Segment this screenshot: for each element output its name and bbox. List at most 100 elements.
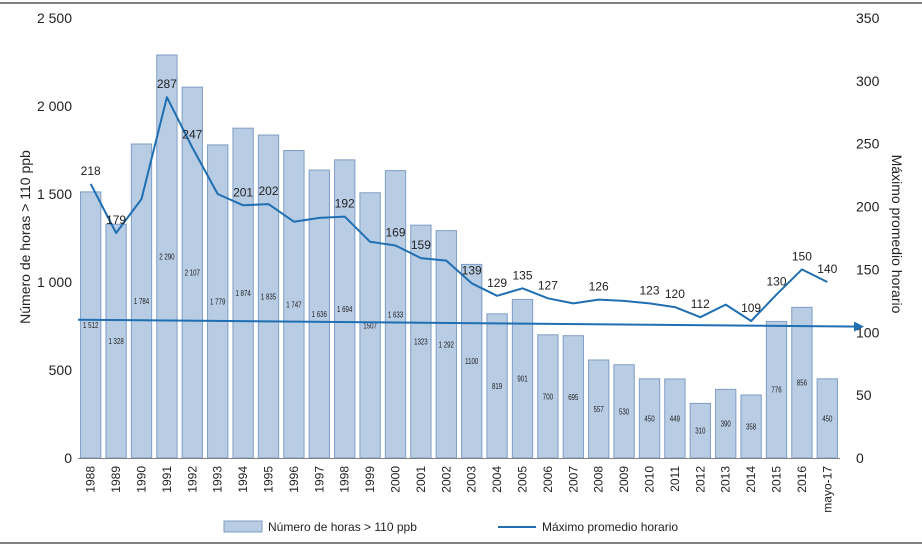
y2-tick-label: 50 [856, 387, 872, 403]
y2-tick-label: 250 [856, 136, 880, 152]
bar-value-label: 1 874 [235, 288, 250, 298]
trend-series [77, 318, 864, 332]
line-value-label: 247 [182, 127, 202, 141]
x-tick-label: 1996 [287, 466, 301, 493]
line-value-label: 120 [665, 287, 685, 301]
x-tick-label: 1993 [211, 466, 225, 493]
line-value-label: 140 [817, 262, 837, 276]
bar-value-label: 901 [517, 374, 527, 384]
bar-value-label: 450 [822, 413, 832, 423]
bar-value-label: 1507 [363, 320, 377, 330]
bar-value-labels: 1 512 1 328 1 784 2 290 2 107 1 779 1 874 1 835… [83, 251, 832, 436]
bar-value-label: 695 [568, 392, 578, 402]
x-axis-tick-labels: 1988 1989 1990 1991 1992 1993 1994 1995 1996 1997… [84, 466, 835, 513]
bar-value-label: 390 [721, 419, 731, 429]
y-tick-label: 0 [64, 450, 72, 466]
x-tick-label: 1999 [363, 466, 377, 493]
x-tick-label: 1988 [84, 466, 98, 493]
x-tick-label: 1997 [312, 466, 326, 493]
bar-value-label: 1 694 [337, 304, 352, 314]
y2-tick-label: 350 [856, 10, 880, 26]
bar-value-label: 776 [771, 385, 781, 395]
x-tick-label: 2012 [693, 466, 707, 493]
x-tick-label: 2001 [414, 466, 428, 493]
line-value-label: 159 [411, 238, 431, 252]
x-tick-label: 1998 [338, 466, 352, 493]
x-tick-label: mayo-17 [820, 466, 834, 513]
line-value-label: 218 [81, 164, 101, 178]
line-value-label: 169 [385, 226, 405, 240]
bar-value-label: 1 835 [261, 291, 276, 301]
x-tick-label: 2006 [541, 466, 555, 493]
bar-value-label: 1 779 [210, 296, 225, 306]
bar-value-label: 1 747 [286, 299, 301, 309]
legend-bar-label: Número de horas > 110 ppb [268, 520, 417, 534]
x-tick-label: 1990 [135, 466, 149, 493]
x-tick-label: 2007 [566, 466, 580, 493]
bar-value-label: 1 784 [134, 296, 149, 306]
bar-value-label: 700 [543, 391, 553, 401]
line-value-label: 129 [487, 276, 507, 290]
x-tick-label: 2008 [592, 466, 606, 493]
legend-line-label: Máximo promedio horario [542, 520, 678, 534]
line-value-label: 130 [766, 275, 786, 289]
line-value-label: 109 [741, 301, 761, 315]
x-tick-label: 2004 [490, 466, 504, 493]
x-tick-label: 2002 [439, 466, 453, 493]
y2-tick-label: 200 [856, 199, 880, 215]
series-line [89, 96, 828, 322]
bar-value-label: 856 [797, 378, 807, 388]
x-tick-label: 2014 [744, 466, 758, 493]
bar-value-label: 1 512 [83, 320, 98, 330]
line-value-label: 179 [106, 213, 126, 227]
line-value-label: 150 [792, 249, 812, 263]
bar-value-label: 1 636 [312, 309, 327, 319]
line-value-label: 135 [512, 268, 532, 282]
bar-value-label: 2 290 [159, 251, 174, 261]
x-tick-label: 2009 [617, 466, 631, 493]
left-axis-ticks: 0 500 1 000 1 500 2 000 2 500 [37, 10, 72, 466]
bar-value-label: 1 292 [439, 339, 454, 349]
legend: Número de horas > 110 ppb Máximo promedi… [223, 520, 678, 534]
line-value-label: 127 [538, 278, 558, 292]
x-tick-label: 2000 [389, 466, 403, 493]
bar-value-label: 557 [594, 404, 604, 414]
y2-tick-label: 300 [856, 73, 880, 89]
line-value-label: 202 [258, 184, 278, 198]
bar-value-label: 449 [670, 413, 680, 423]
line-value-label: 139 [462, 263, 482, 277]
x-tick-label: 2015 [770, 466, 784, 493]
x-tick-label: 2016 [795, 466, 809, 493]
y-tick-label: 1 000 [37, 274, 72, 290]
line-value-label: 112 [691, 297, 710, 311]
x-tick-label: 1994 [236, 466, 250, 493]
y2-axis-title: Máximo promedio horario [889, 155, 905, 314]
y-tick-label: 2 000 [37, 98, 72, 114]
line-value-label: 287 [157, 77, 177, 91]
bar-value-label: 1 328 [108, 336, 123, 346]
bar-value-label: 2 107 [185, 268, 200, 278]
bar-value-label: 1323 [414, 337, 428, 347]
x-tick-label: 1995 [262, 466, 276, 493]
line-value-label: 126 [589, 280, 609, 294]
line-value-label: 123 [639, 283, 659, 297]
x-tick-label: 2010 [643, 466, 657, 493]
line-value-labels: 218 179 287 247 201 202 192 169 159 139 129 135 127 1… [81, 77, 838, 315]
bar-value-label: 358 [746, 421, 756, 431]
y-tick-label: 2 500 [37, 10, 72, 26]
x-tick-label: 2011 [668, 466, 682, 492]
bar-value-label: 819 [492, 381, 502, 391]
x-tick-label: 1991 [160, 466, 174, 493]
y-tick-label: 500 [49, 362, 73, 378]
bar-series [80, 54, 838, 459]
y-axis-title: Número de horas > 110 ppb [17, 150, 33, 324]
x-tick-label: 2005 [516, 466, 530, 493]
x-tick-label: 1992 [185, 466, 199, 493]
line-value-label: 201 [233, 185, 253, 199]
x-tick-label: 2003 [465, 466, 479, 493]
x-tick-label: 1989 [109, 466, 123, 493]
y-tick-label: 1 500 [37, 186, 72, 202]
bar-value-label: 530 [619, 406, 629, 416]
